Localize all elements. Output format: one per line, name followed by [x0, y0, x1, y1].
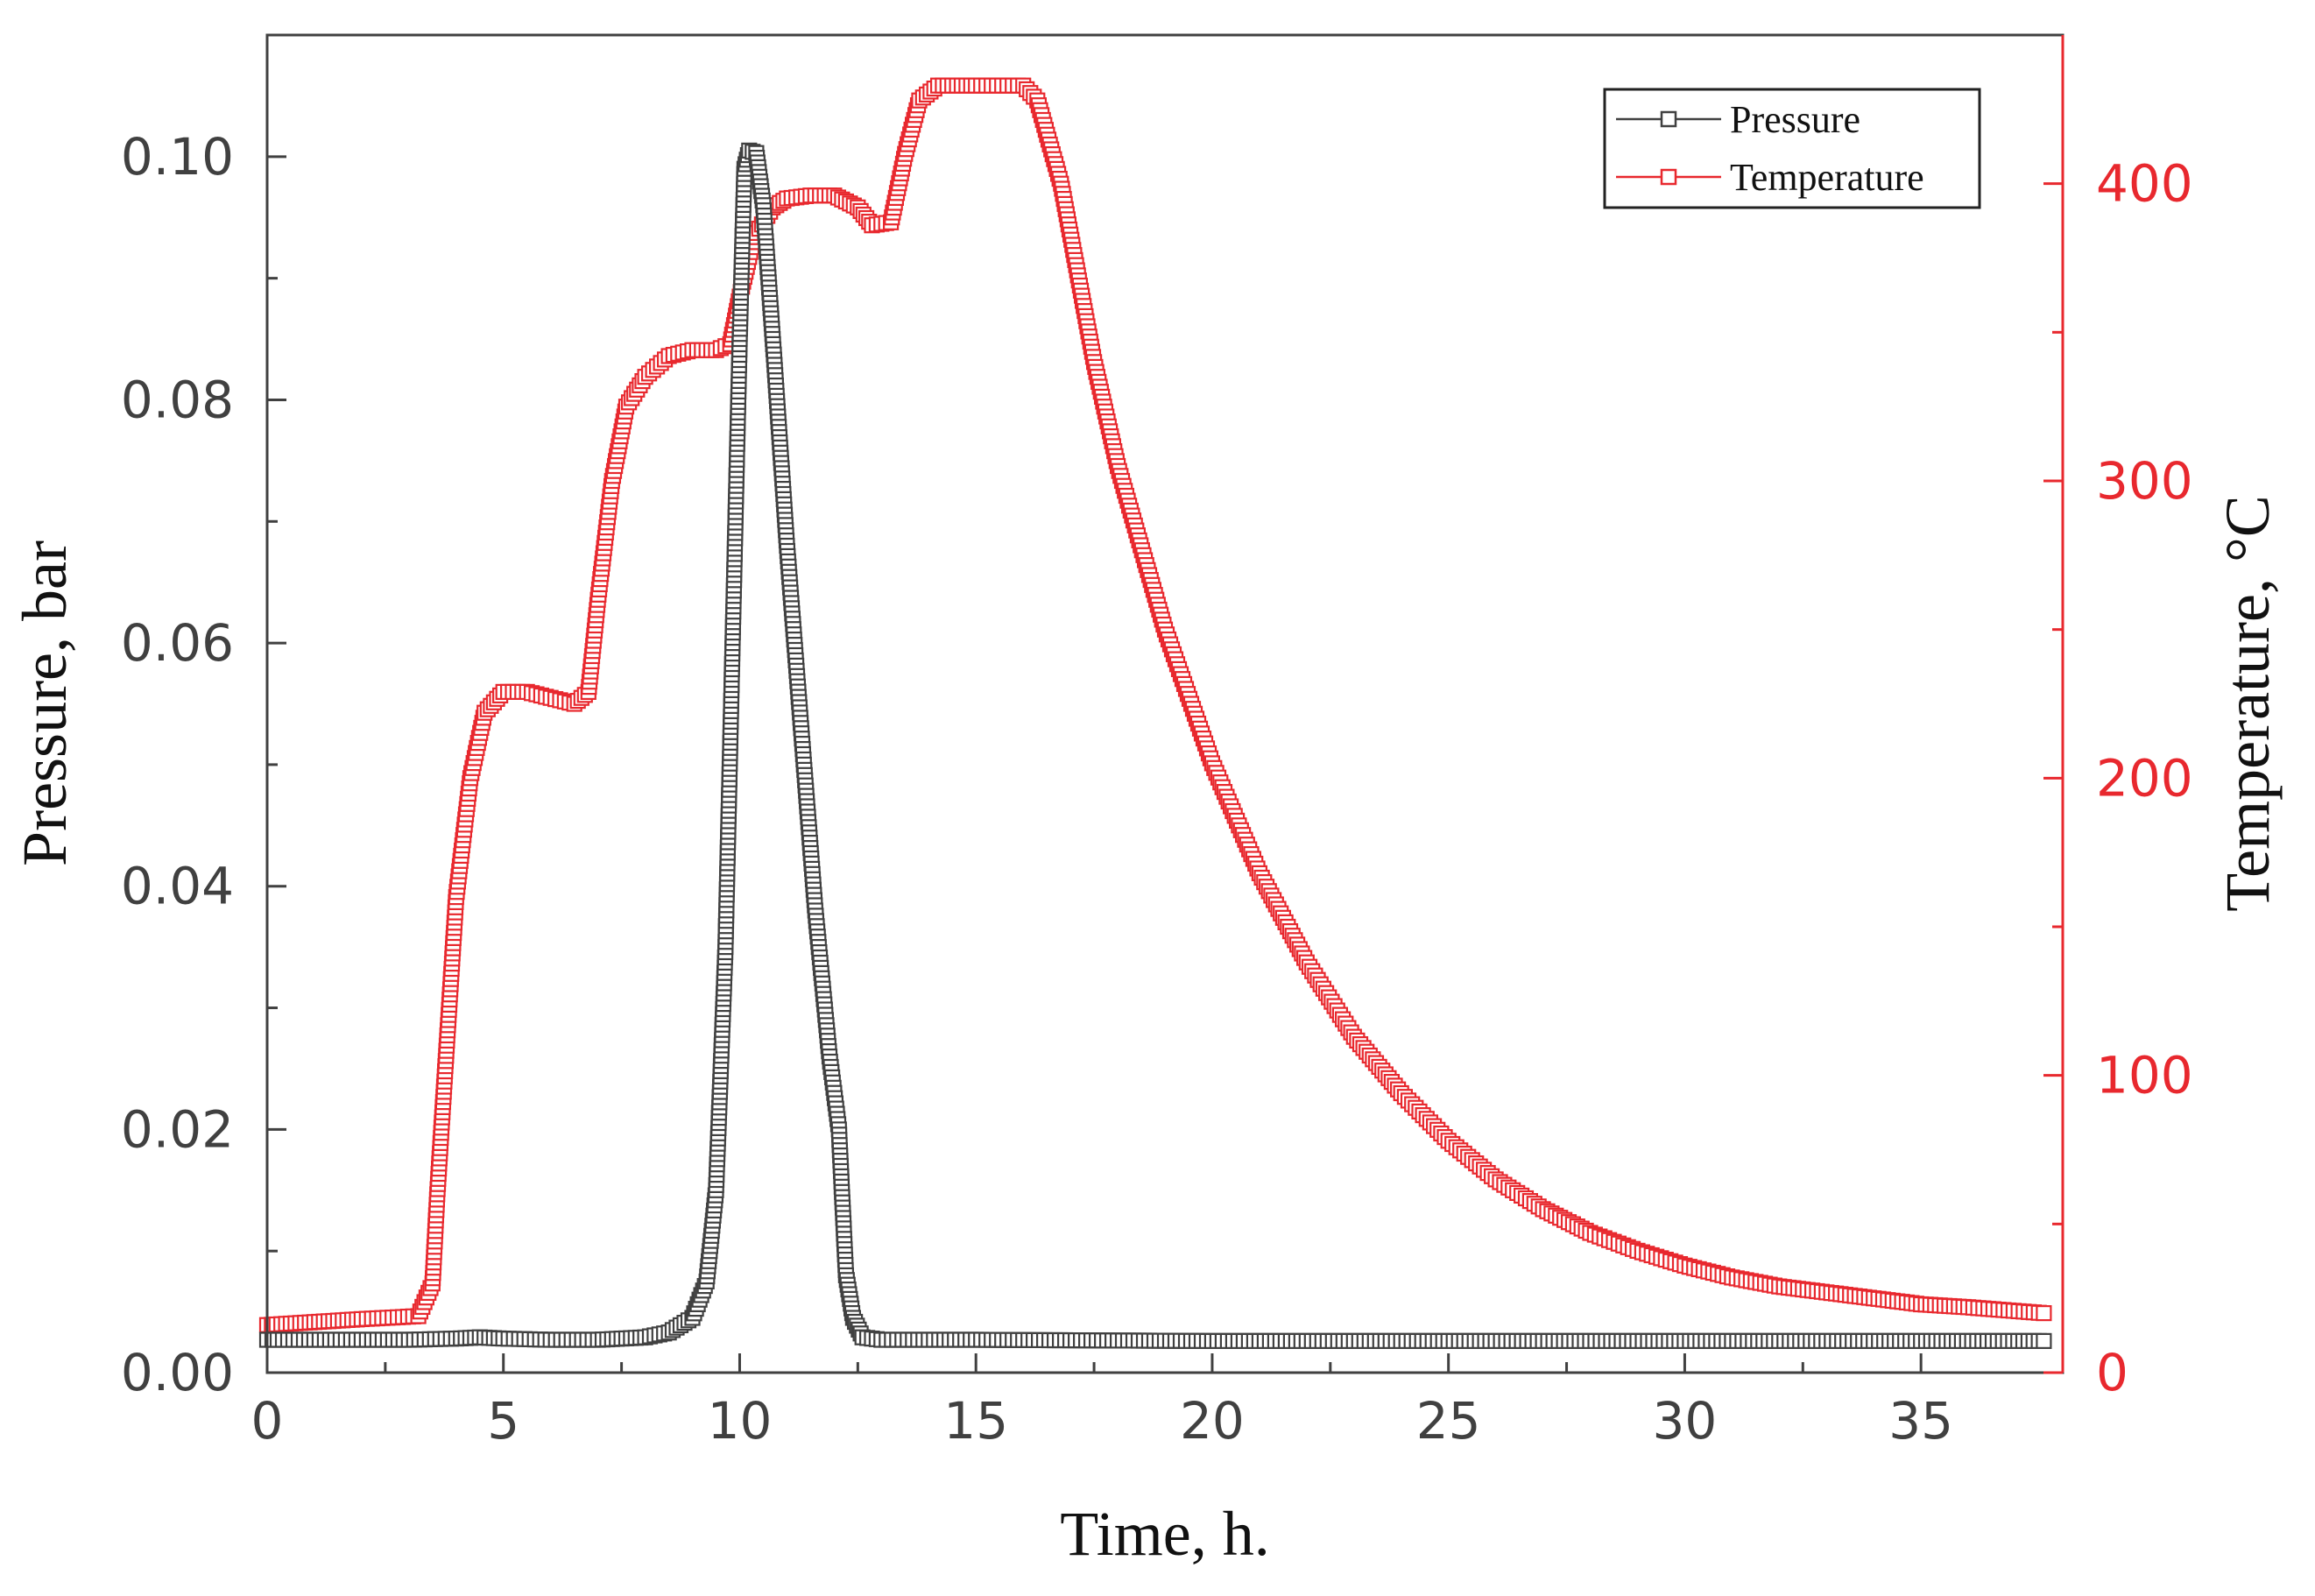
data-point-pressure: [2036, 1332, 2052, 1350]
y-tick-label: 0.00: [121, 1343, 234, 1402]
y2-tick-label: 100: [2096, 1046, 2193, 1105]
y-tick-label: 0.08: [121, 370, 234, 429]
x-tick-label: 10: [708, 1391, 773, 1451]
y2-tick-label: 0: [2096, 1343, 2128, 1402]
legend-temperature-marker: [1660, 168, 1677, 186]
legend: Pressure Temperature: [1603, 88, 1981, 209]
x-tick-label: 35: [1888, 1391, 1953, 1451]
y-tick-label: 0.02: [121, 1099, 234, 1159]
legend-pressure-label: Pressure: [1730, 98, 1860, 141]
legend-pressure-marker: [1660, 110, 1677, 128]
y2-axis-ticks: 0 100 200 300 400: [2043, 35, 2193, 1402]
x-axis-title: Time, h.: [1060, 1499, 1269, 1569]
y-tick-label: 0.06: [121, 613, 234, 673]
y-axis-title: Pressure, bar: [10, 540, 80, 866]
legend-temperature-label: Temperature: [1730, 156, 1924, 199]
x-tick-label: 25: [1416, 1391, 1481, 1451]
series-pressure: [258, 142, 2052, 1350]
y2-tick-label: 400: [2096, 154, 2193, 214]
y-tick-label: 0.04: [121, 857, 234, 916]
x-axis-ticks: 0 5 10 15 20 25 30 35: [251, 1353, 1953, 1451]
y2-tick-label: 300: [2096, 451, 2193, 511]
y2-axis-title: Temperature, °C: [2213, 495, 2283, 912]
x-tick-label: 0: [251, 1391, 284, 1451]
series-temperature: [258, 77, 2052, 1333]
x-tick-label: 20: [1180, 1391, 1245, 1451]
y2-tick-label: 200: [2096, 748, 2193, 808]
data-point-temperature: [2036, 1304, 2052, 1322]
series-layer: [258, 77, 2052, 1350]
x-tick-label: 30: [1653, 1391, 1718, 1451]
legend-box: [1603, 88, 1981, 209]
y-tick-label: 0.10: [121, 127, 234, 187]
y-axis-ticks: 0.00 0.02 0.04 0.06 0.08 0.10: [121, 127, 286, 1402]
x-tick-label: 5: [487, 1391, 519, 1451]
x-tick-label: 15: [943, 1391, 1008, 1451]
